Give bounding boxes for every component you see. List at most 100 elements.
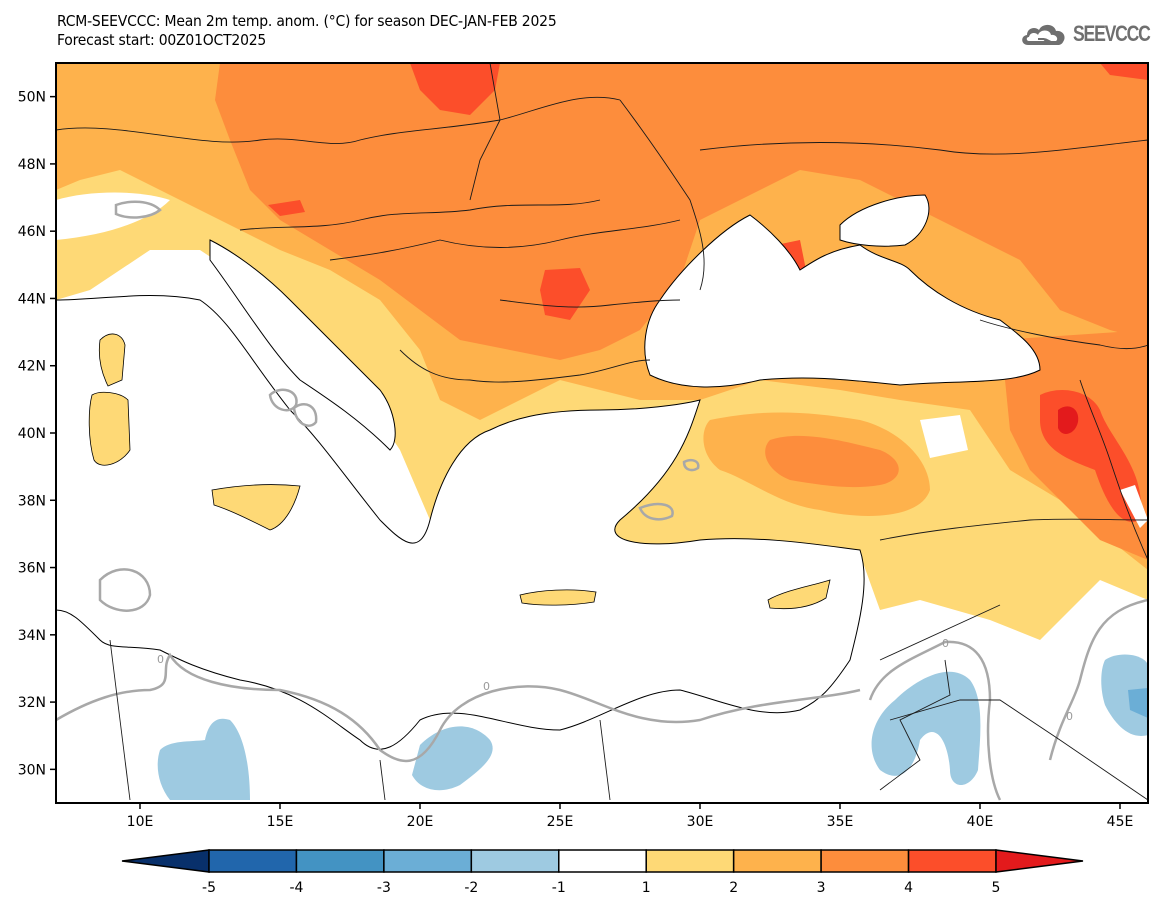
contour-labels: 0 0 0 0	[157, 637, 1073, 723]
zero-contour-levant	[868, 640, 1002, 801]
zero-contours	[56, 200, 1148, 801]
logo-text: SEEVCCC	[1073, 21, 1151, 46]
field-4-5-ne	[1100, 63, 1148, 80]
country-borders	[56, 63, 1148, 801]
border-line	[239, 199, 601, 231]
y-tick-label: 46N	[18, 224, 46, 240]
border-line	[599, 719, 611, 801]
colorbar-bin	[295, 849, 385, 873]
colorbar-tick-label: 5	[992, 880, 1001, 896]
x-tick-label: 30E	[687, 814, 714, 830]
y-tick-label: 42N	[18, 359, 46, 375]
field-1-2-sardinia	[88, 391, 131, 466]
border-line	[879, 604, 1001, 661]
colorbar-tick-label: -1	[552, 880, 566, 896]
field-3-4-anatolia	[765, 435, 899, 488]
colorbar-bin	[732, 849, 822, 873]
zero-loop-tunisia	[98, 568, 152, 612]
y-tick-label: 34N	[18, 628, 46, 644]
zero-loop-alps	[114, 200, 162, 219]
zero-loop-turkey-w	[682, 459, 700, 472]
colorbar-tick-label: 4	[904, 880, 913, 896]
x-tick-label: 20E	[407, 814, 434, 830]
colorbar-tick-label: -5	[202, 880, 216, 896]
colorbar-tick-label: 1	[642, 880, 651, 896]
colorbar-upper-extension	[995, 849, 1084, 873]
white-patch-caucasus	[1120, 485, 1148, 528]
y-tick-label: 44N	[18, 291, 46, 307]
map-title: RCM-SEEVCCC: Mean 2m temp. anom. (°C) fo…	[57, 12, 557, 50]
field-3-4	[215, 63, 1148, 360]
colorbar-bin	[208, 849, 298, 873]
border-line	[469, 63, 501, 201]
colorbar-bin	[470, 849, 560, 873]
x-tick-label: 25E	[547, 814, 574, 830]
field-4-5-north	[410, 63, 500, 115]
colorbar-bin	[820, 849, 910, 873]
x-tick-label: 35E	[827, 814, 854, 830]
border-line	[399, 349, 651, 383]
border-line	[109, 639, 131, 801]
field-neg1-neg2-libya	[157, 718, 250, 800]
y-tick-label: 32N	[18, 695, 46, 711]
border-line	[56, 96, 621, 144]
field-neg2-neg3-iraq	[1128, 688, 1148, 718]
colorbar-tick-label: -2	[464, 880, 478, 896]
field-neg1-neg2-jordan	[871, 671, 981, 785]
border-line	[979, 319, 1148, 350]
black-sea	[644, 214, 1041, 388]
white-patch-alps	[56, 192, 170, 240]
seevccc-logo: SEEVCCC	[1018, 20, 1165, 48]
contour-label: 0	[483, 680, 490, 693]
colorbar-tick-label: -3	[377, 880, 391, 896]
zero-loop-italy-1	[268, 388, 298, 412]
zero-contour-africa	[56, 652, 861, 763]
contour-label: 0	[157, 653, 164, 666]
mediterranean-sea	[56, 295, 865, 750]
y-axis: 50N 48N 46N 44N 42N 40N 38N 36N 34N 32N 30N	[18, 90, 56, 778]
x-tick-label: 15E	[267, 814, 294, 830]
x-tick-label: 45E	[1107, 814, 1134, 830]
sea-of-azov	[839, 194, 930, 247]
field-neg1-neg2-iraq	[1101, 654, 1148, 736]
colorbar-lower-extension	[121, 849, 210, 873]
border-line	[889, 699, 1148, 801]
colorbar-bin	[383, 849, 473, 873]
colorbar-tick-label: -4	[289, 880, 303, 896]
y-tick-label: 50N	[18, 90, 46, 106]
x-tick-label: 40E	[967, 814, 994, 830]
border-line	[379, 759, 386, 801]
field-1-2-sicily	[211, 484, 301, 531]
field-1-2-cyprus	[767, 579, 831, 610]
border-line	[699, 139, 1148, 155]
x-axis: 10E 15E 20E 25E 30E 35E 40E 45E	[127, 803, 1134, 830]
map-field: 0 0 0 0	[56, 63, 1148, 803]
border-line	[619, 99, 705, 291]
cloud-icon	[1022, 24, 1065, 45]
zero-loop-italy-2	[292, 403, 318, 427]
colorbar-legend: -5 -4 -3 -2 -1 1 2 3 4 5	[121, 849, 1084, 896]
field-5plus-turkey-east	[1058, 406, 1079, 434]
adriatic-sea	[209, 239, 396, 451]
border-line	[879, 518, 1148, 541]
title-line-1: RCM-SEEVCCC: Mean 2m temp. anom. (°C) fo…	[57, 12, 557, 30]
field-1-2-corsica	[98, 333, 126, 387]
contour-label: 0	[942, 637, 949, 650]
colorbar-bin	[907, 849, 997, 873]
y-tick-label: 30N	[18, 762, 46, 778]
field-1-2-crete	[519, 589, 597, 606]
contour-label: 0	[1066, 710, 1073, 723]
colorbar-tick-label: 2	[729, 880, 738, 896]
colorbar-tick-label: 3	[817, 880, 826, 896]
field-4-5-austria	[268, 200, 305, 216]
border-line	[879, 659, 951, 791]
y-tick-label: 40N	[18, 426, 46, 442]
colorbar-bin	[558, 849, 647, 873]
y-tick-label: 38N	[18, 493, 46, 509]
y-tick-label: 36N	[18, 561, 46, 577]
zero-contour-iraq	[1048, 598, 1148, 761]
title-line-2: Forecast start: 00Z01OCT2025	[57, 31, 267, 49]
colorbar-bin	[645, 849, 735, 873]
border-line	[499, 299, 681, 308]
